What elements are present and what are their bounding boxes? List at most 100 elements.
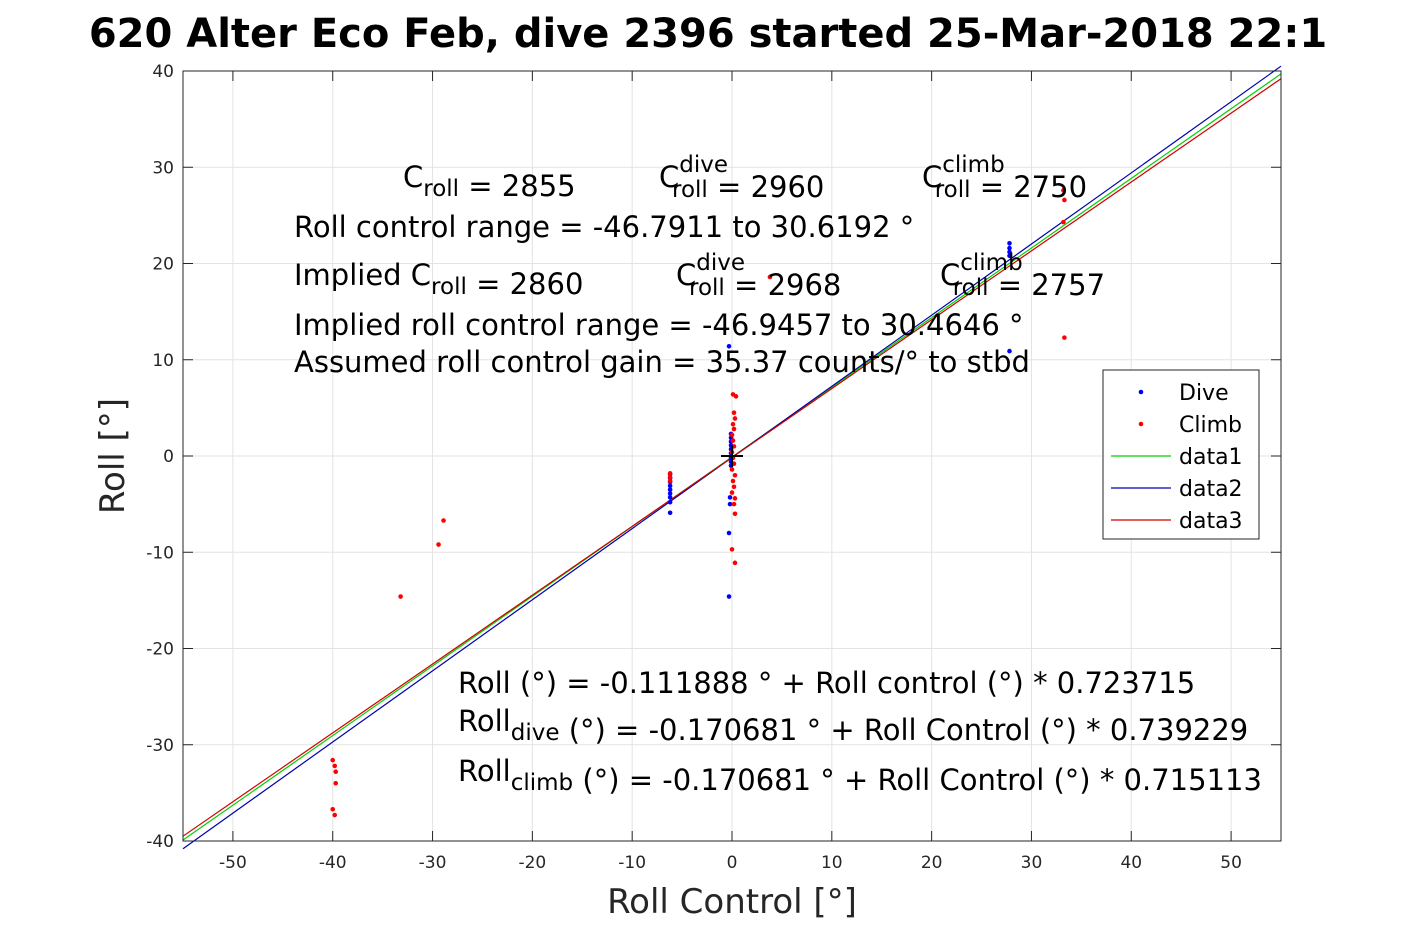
climb-point (332, 763, 338, 769)
annotation-text: = 2860 (467, 267, 584, 301)
legend-box (1102, 369, 1260, 540)
legend-label: data1 (1179, 445, 1243, 470)
dive-point (726, 343, 732, 349)
annotation-text: Implied C (294, 258, 431, 292)
dive-point (1007, 245, 1012, 251)
annotation-subscript: roll (431, 274, 467, 300)
tick-labels: -50 -40 -30 -20 -10 0 10 20 30 40 50 -40 -30 -20 -10 0 1… (146, 62, 1242, 873)
annotation-subscript: roll (689, 275, 725, 301)
y-tick-label: 40 (152, 62, 174, 82)
y-tick-label: -40 (146, 832, 174, 852)
x-tick-label: 20 (921, 853, 943, 873)
annotation: Cdive roll = 2968 (676, 250, 841, 302)
climb-point (398, 594, 403, 599)
dive-point (667, 495, 673, 500)
climb-point (730, 478, 736, 484)
x-tick-label: -50 (219, 853, 247, 873)
annotation-text: (°) = -0.170681 ° + Roll Control (°) * 0… (559, 713, 1248, 747)
climb-point (733, 394, 739, 399)
y-tick-label: -30 (146, 736, 174, 756)
data-points (330, 188, 1067, 818)
annotation: Rolldive (°) = -0.170681 ° + Roll Contro… (458, 704, 1248, 747)
climb-point (1062, 335, 1067, 340)
annotation: Roll control range = -46.7911 to 30.6192… (294, 210, 914, 244)
dive-point (727, 501, 733, 507)
climb-point (730, 438, 736, 443)
legend-label: Climb (1179, 413, 1242, 438)
annotation-text: C (403, 160, 423, 194)
chart-title: 620 Alter Eco Feb, dive 2396 started 25-… (89, 11, 1327, 57)
x-tick-label: 30 (1021, 853, 1043, 873)
climb-point (667, 474, 673, 480)
climb-point (1061, 219, 1066, 225)
annotation-subscript: climb (511, 770, 573, 796)
annotation-superscript: climb (942, 152, 1004, 178)
dive-point (667, 499, 673, 505)
x-tick-label: 10 (821, 853, 843, 873)
axis-ticks (183, 70, 1281, 842)
origin-marker (721, 445, 743, 467)
annotation-text: = 2968 (725, 268, 842, 302)
annotation: Cclimb roll = 2750 (922, 152, 1087, 204)
annotation-text: Implied roll control range = -46.9457 to… (294, 308, 1024, 342)
dive-point (727, 495, 733, 500)
annotation-text: Roll (458, 754, 511, 788)
legend-marker-climb (1138, 421, 1144, 427)
annotation-text: C (940, 258, 960, 292)
annotation: Roll (°) = -0.111888 ° + Roll control (°… (458, 666, 1195, 700)
climb-point (732, 472, 738, 478)
annotation-subscript: roll (953, 275, 989, 301)
y-tick-label: 0 (163, 447, 174, 467)
climb-point (729, 490, 735, 495)
annotation-text: = 2960 (708, 170, 825, 204)
climb-point (767, 274, 773, 280)
dive-point (1007, 253, 1012, 259)
climb-point (333, 769, 339, 774)
climb-point (732, 511, 738, 517)
climb-point (731, 410, 737, 415)
annotation: Cdive roll = 2960 (659, 152, 824, 204)
annotation-text: Roll (458, 704, 511, 738)
annotation-text: C (659, 160, 679, 194)
annotation-text: Roll control range = -46.7911 to 30.6192… (294, 210, 914, 244)
climb-point (332, 812, 338, 818)
legend-marker-dive (1138, 389, 1144, 395)
climb-point (729, 467, 735, 472)
y-tick-label: 30 (152, 158, 174, 178)
climb-point (667, 478, 673, 484)
climb-point (667, 471, 673, 476)
climb-point (730, 421, 736, 427)
climb-point (731, 501, 737, 507)
climb-point (1061, 188, 1066, 193)
climb-point (729, 432, 735, 438)
annotation: Implied Croll = 2860 (294, 258, 583, 301)
y-tick-label: 20 (152, 255, 174, 275)
x-tick-label: 50 (1220, 853, 1242, 873)
climb-point (732, 416, 738, 421)
climb-point (333, 780, 339, 786)
annotation-subscript: dive (511, 720, 560, 746)
dive-point (667, 510, 673, 516)
annotation-text: = 2757 (989, 268, 1106, 302)
annotation-text: = 2750 (971, 170, 1088, 204)
annotation-subscript: roll (423, 176, 459, 202)
legend-label: data3 (1179, 509, 1243, 534)
dive-point (667, 483, 673, 489)
dive-point (1007, 240, 1012, 246)
dive-point (1007, 249, 1012, 255)
x-tick-label: 40 (1120, 853, 1142, 873)
y-axis-label: Roll [°] (93, 398, 133, 514)
dive-point (667, 487, 673, 492)
x-tick-label: -40 (319, 853, 347, 873)
climb-point (731, 426, 737, 432)
x-axis-label: Roll Control [°] (607, 882, 857, 922)
climb-point (731, 484, 737, 490)
dive-point (1007, 348, 1012, 354)
annotation-superscript: dive (679, 152, 728, 178)
x-tick-label: -30 (419, 853, 447, 873)
climb-point (729, 547, 735, 552)
y-tick-label: 10 (152, 351, 174, 371)
dive-point (726, 530, 732, 536)
annotation-text: C (922, 160, 942, 194)
